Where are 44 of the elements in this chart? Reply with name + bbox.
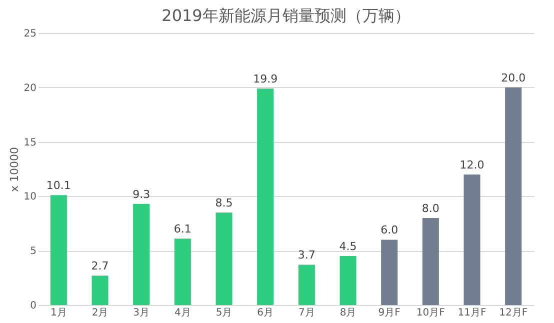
data-label: 9.3 [132,188,150,201]
bar [133,204,150,305]
y-tick-label: 5 [30,246,36,258]
x-tick-label: 1月 [50,308,67,318]
x-tick-label: 8月 [340,308,356,318]
x-tick-label: 10月F [416,308,446,318]
data-label: 8.5 [215,196,233,210]
x-tick-label: 5月 [216,308,232,318]
data-label: 10.1 [46,179,71,192]
y-tick-label: 15 [24,137,36,148]
bar [340,256,356,305]
x-tick-label: 4月 [174,308,191,318]
data-label: 3.7 [298,248,316,262]
bar [92,276,108,305]
x-tick-label: 12月F [499,308,528,318]
chart-title: 2019年新能源月销量预测（万辆） [162,6,410,25]
bar [381,240,398,305]
data-label: 2.7 [91,260,109,273]
data-label: 6.0 [380,224,398,237]
x-tick-label: 7月 [298,308,315,318]
y-tick-label: 10 [24,192,36,203]
x-tick-label: 9月F [378,308,401,318]
bar [216,212,232,305]
y-tick-label: 25 [24,28,36,40]
data-label: 4.5 [339,240,357,254]
x-tick-label: 2月 [92,308,108,318]
bar [257,88,274,305]
bar [422,218,439,305]
data-label: 20.0 [501,71,526,84]
x-tick-label: 6月 [257,308,274,318]
data-label: 8.0 [422,202,440,215]
bar [464,174,480,305]
x-tick-label: 11月F [458,308,486,318]
bar [505,87,522,305]
data-label: 19.9 [253,72,278,86]
data-label: 6.1 [174,222,192,236]
y-axis-title: x 10000 [8,147,21,192]
y-tick-label: 20 [24,82,36,94]
bar [174,238,191,305]
data-label: 12.0 [460,158,484,172]
bar [298,264,315,305]
y-tick-label: 0 [30,300,36,312]
x-tick-label: 3月 [133,308,150,318]
bar [50,195,67,305]
